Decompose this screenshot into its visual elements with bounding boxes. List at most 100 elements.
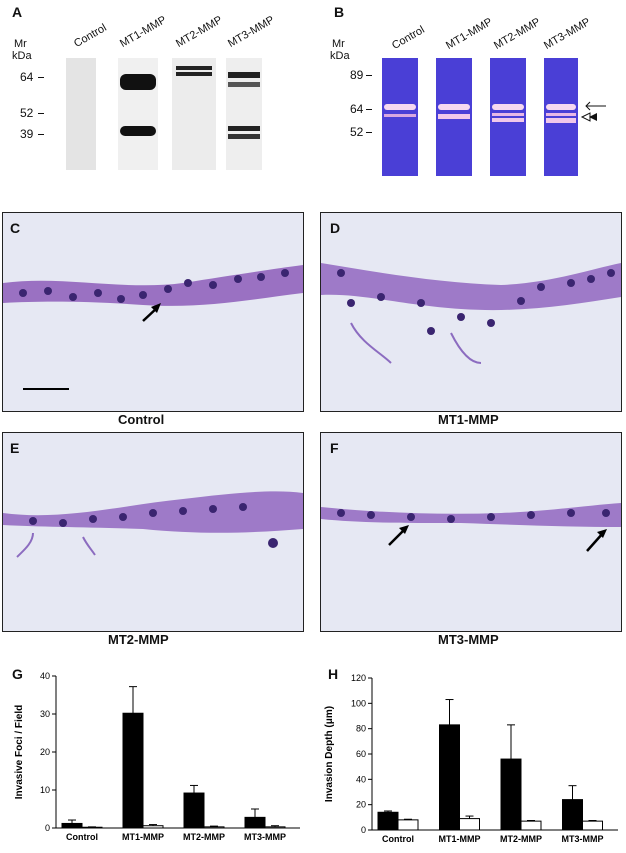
bar <box>562 799 583 831</box>
blot-band <box>228 82 260 87</box>
x-category-label: Control <box>66 832 98 842</box>
lane-label-mt1: MT1-MMP <box>444 15 495 52</box>
y-tick-label: 10 <box>40 785 50 795</box>
y-tick-label: 30 <box>40 709 50 719</box>
y-tick-label: 100 <box>351 698 366 708</box>
y-tick-label: 80 <box>356 724 366 734</box>
marker-tick <box>366 132 372 133</box>
y-tick-label: 60 <box>356 749 366 759</box>
caption-mt2: MT2-MMP <box>108 632 169 647</box>
tissue-section-image <box>3 433 303 631</box>
bar <box>142 825 164 829</box>
lane-label-control: Control <box>390 23 427 52</box>
panel-letter-f: F <box>330 440 339 456</box>
bar <box>520 820 542 831</box>
marker-89: 89 <box>350 68 364 82</box>
gel-band <box>438 104 470 110</box>
lane-label-mt2: MT2-MMP <box>492 15 543 52</box>
bar <box>61 822 83 829</box>
blot-band <box>228 72 260 78</box>
marker-tick <box>366 75 372 76</box>
gel-lane-control <box>382 58 418 176</box>
blot-lane-mt1 <box>118 58 158 170</box>
gel-band <box>492 104 524 110</box>
gel-lane-mt3 <box>544 58 578 176</box>
marker-tick <box>38 77 44 78</box>
y-tick-label: 120 <box>351 673 366 683</box>
panel-letter-a: A <box>12 4 23 20</box>
x-category-label: Control <box>382 834 414 844</box>
lane-label-mt3: MT3-MMP <box>226 13 277 50</box>
open-triangle-icon <box>580 112 591 122</box>
lane-label-mt2: MT2-MMP <box>174 13 225 50</box>
bar-chart-invasion-depth: 0 20 40 60 80 100 120 Invasion Depth (μm) Contro… <box>324 673 618 844</box>
blot-band <box>228 134 260 139</box>
gel-band <box>546 113 576 116</box>
x-category-label: MT1-MMP <box>122 832 164 842</box>
bar <box>183 792 205 829</box>
bar <box>397 819 419 831</box>
bar <box>377 811 399 831</box>
panel-letter-d: D <box>330 220 341 236</box>
marker-64: 64 <box>350 102 364 116</box>
marker-52: 52 <box>350 125 364 139</box>
blot-band <box>176 66 212 70</box>
bar <box>500 758 522 831</box>
blot-band <box>120 126 156 136</box>
bar-chart-invasive-foci: 0 10 20 30 40 Invasive Foci / Field Control MT1… <box>14 671 300 842</box>
blot-lane-mt3 <box>226 58 262 170</box>
blot-lane-mt2 <box>172 58 216 170</box>
tissue-section-image <box>321 213 621 411</box>
mr-label: Mr <box>14 38 27 50</box>
gel-band <box>492 113 524 116</box>
blot-band <box>120 74 156 90</box>
x-category-label: MT3-MMP <box>562 834 604 844</box>
caption-mt1: MT1-MMP <box>438 412 499 427</box>
bar <box>244 816 266 829</box>
mr-label: Mr <box>332 38 345 50</box>
y-tick-label: 40 <box>40 671 50 681</box>
blot-band <box>176 72 212 76</box>
gel-band <box>384 114 416 117</box>
marker-52: 52 <box>20 106 34 120</box>
lane-label-mt3: MT3-MMP <box>542 15 593 52</box>
blot-band <box>228 126 260 131</box>
gel-lane-mt2 <box>490 58 526 176</box>
x-category-label: MT1-MMP <box>439 834 481 844</box>
kda-label: kDa <box>12 50 32 62</box>
marker-tick <box>38 134 44 135</box>
tissue-section-image <box>3 213 303 411</box>
bar <box>439 724 460 831</box>
y-axis-label: Invasive Foci / Field <box>14 705 25 799</box>
x-category-label: MT2-MMP <box>500 834 542 844</box>
panel-letter-b: B <box>334 4 345 20</box>
filled-triangle-icon <box>589 113 597 121</box>
bar <box>122 712 144 829</box>
bar <box>459 818 480 831</box>
panel-letter-e: E <box>10 440 20 456</box>
gel-band <box>384 104 416 110</box>
tissue-section-image <box>321 433 621 631</box>
caption-control: Control <box>118 412 165 427</box>
gel-band <box>492 118 524 122</box>
open-arrow-head <box>585 101 591 111</box>
blot-lane-control <box>66 58 96 170</box>
gel-lane-mt1 <box>436 58 472 176</box>
kda-label: kDa <box>330 50 350 62</box>
panel-letter-g: G <box>12 666 23 682</box>
y-tick-label: 0 <box>361 825 366 835</box>
band-arrows <box>580 101 606 122</box>
y-tick-label: 20 <box>356 800 366 810</box>
y-tick-label: 40 <box>356 774 366 784</box>
y-axis-label: Invasion Depth (μm) <box>324 706 335 802</box>
x-category-label: MT2-MMP <box>183 832 225 842</box>
panel-letter-c: C <box>10 220 21 236</box>
gel-band <box>438 114 470 119</box>
lane-label-control: Control <box>72 21 109 50</box>
marker-64: 64 <box>20 70 34 84</box>
panel-letter-h: H <box>328 666 339 682</box>
marker-39: 39 <box>20 127 34 141</box>
bar <box>203 826 225 829</box>
gel-band <box>546 118 576 123</box>
marker-tick <box>38 113 44 114</box>
